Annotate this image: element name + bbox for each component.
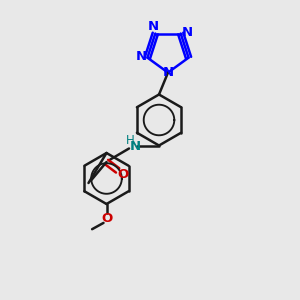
Text: O: O: [101, 212, 112, 225]
Text: N: N: [182, 26, 193, 38]
Text: N: N: [135, 50, 146, 63]
Text: N: N: [147, 20, 158, 33]
Text: N: N: [162, 66, 174, 79]
Text: H: H: [126, 134, 135, 147]
Text: O: O: [117, 168, 129, 181]
Text: N: N: [129, 140, 141, 153]
